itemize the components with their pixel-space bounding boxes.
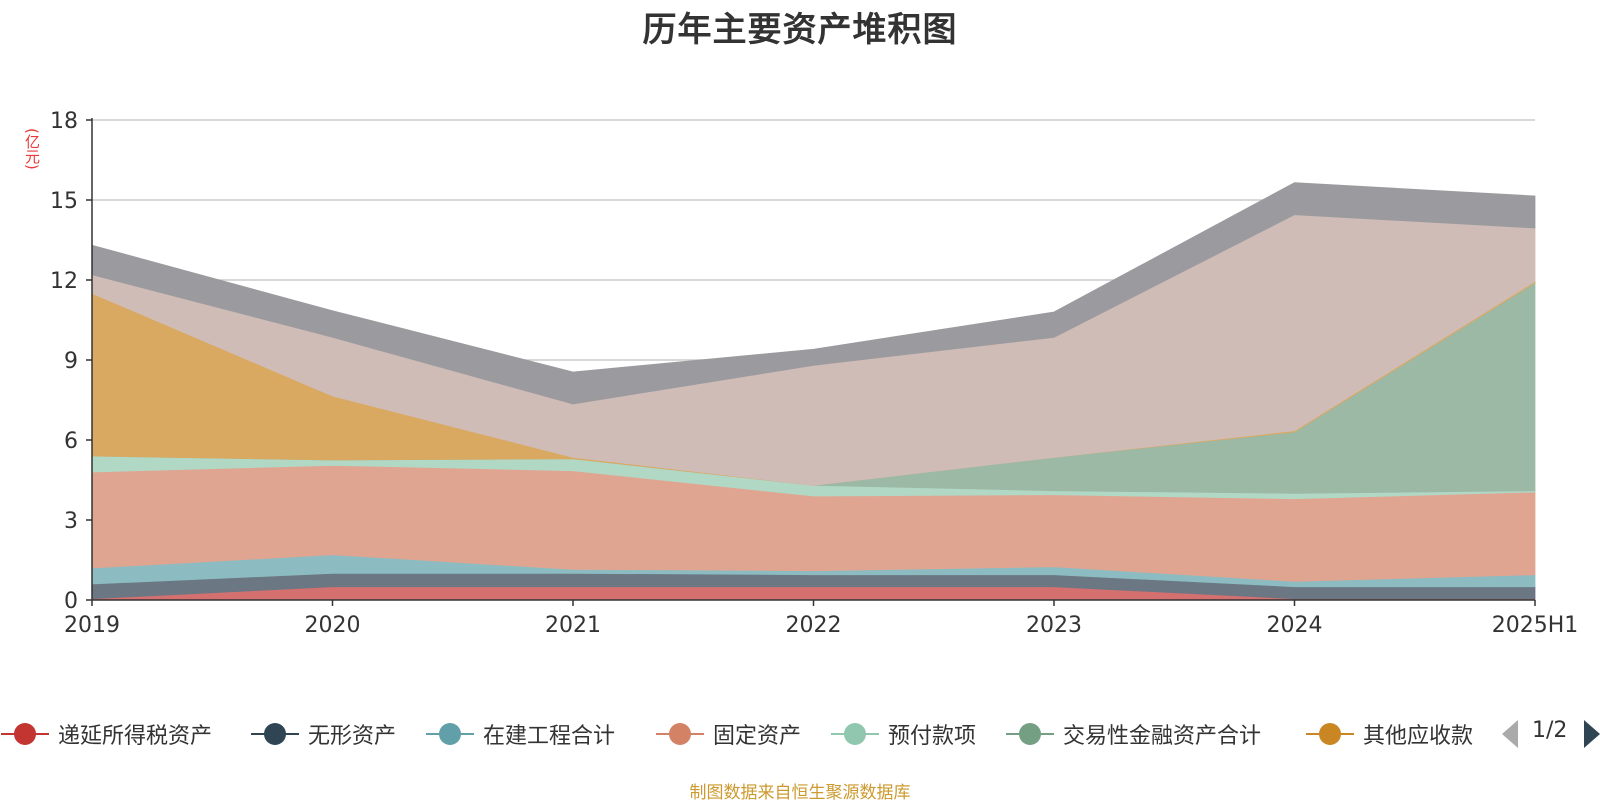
y-tick-label: 0 <box>64 589 78 614</box>
stacked-area-chart: 0 3 6 9 12 15 18 2019 2020 2021 2022 2023 2024 2025H1 <box>50 109 1578 638</box>
legend-marker-icon <box>251 723 299 745</box>
axes: 0 3 6 9 12 15 18 2019 2020 2021 2022 2023 2024 2025H1 <box>50 109 1578 638</box>
chart-legend: 递延所得税资产 无形资产 在建工程合计 固定资产 预付款项 交易性金融资产合计 其他应收款 <box>0 716 1600 752</box>
x-tick-label: 2019 <box>64 613 120 638</box>
y-tick-label: 12 <box>50 269 78 294</box>
x-tick-label: 2025H1 <box>1492 613 1579 638</box>
legend-label: 预付款项 <box>888 724 977 749</box>
area-series-9 <box>91 182 1536 405</box>
legend-marker-icon <box>656 723 704 745</box>
y-axis-unit-label: (亿元) <box>23 128 41 170</box>
legend-item[interactable]: 其他应收款 <box>1305 716 1473 752</box>
legend-marker-icon <box>831 723 879 745</box>
legend-item[interactable]: 在建工程合计 <box>425 716 615 752</box>
legend-marker-icon <box>426 723 474 745</box>
legend-label: 交易性金融资产合计 <box>1063 724 1262 749</box>
legend-label: 其他应收款 <box>1363 724 1474 749</box>
x-tick-label: 2020 <box>305 613 361 638</box>
legend-prev-icon[interactable] <box>1500 718 1520 750</box>
legend-marker-icon <box>1306 723 1354 745</box>
y-tick-label: 18 <box>50 109 78 134</box>
chart-title: 历年主要资产堆积图 <box>642 10 958 50</box>
y-tick-label: 3 <box>64 509 78 534</box>
legend-label: 无形资产 <box>308 724 397 749</box>
legend-next-icon[interactable] <box>1582 718 1600 750</box>
y-tick-label: 15 <box>50 189 78 214</box>
x-tick-label: 2023 <box>1026 613 1082 638</box>
legend-label: 固定资产 <box>713 724 802 749</box>
y-tick-label: 9 <box>64 349 78 374</box>
x-tick-label: 2022 <box>786 613 842 638</box>
legend-marker-icon <box>1006 723 1054 745</box>
area-series-group <box>91 182 1536 601</box>
legend-item[interactable]: 固定资产 <box>655 716 801 752</box>
legend-item[interactable]: 无形资产 <box>250 716 396 752</box>
y-tick-label: 6 <box>64 429 78 454</box>
legend-item[interactable]: 预付款项 <box>830 716 976 752</box>
legend-item[interactable]: 递延所得税资产 <box>0 716 212 752</box>
legend-marker-icon <box>1 723 49 745</box>
x-tick-label: 2021 <box>545 613 601 638</box>
legend-page-indicator: 1/2 <box>1532 718 1568 743</box>
legend-item[interactable]: 交易性金融资产合计 <box>1005 716 1261 752</box>
legend-label: 在建工程合计 <box>483 724 616 749</box>
legend-label: 递延所得税资产 <box>58 724 213 749</box>
x-tick-label: 2024 <box>1267 613 1323 638</box>
data-source-note: 制图数据来自恒生聚源数据库 <box>689 783 911 803</box>
